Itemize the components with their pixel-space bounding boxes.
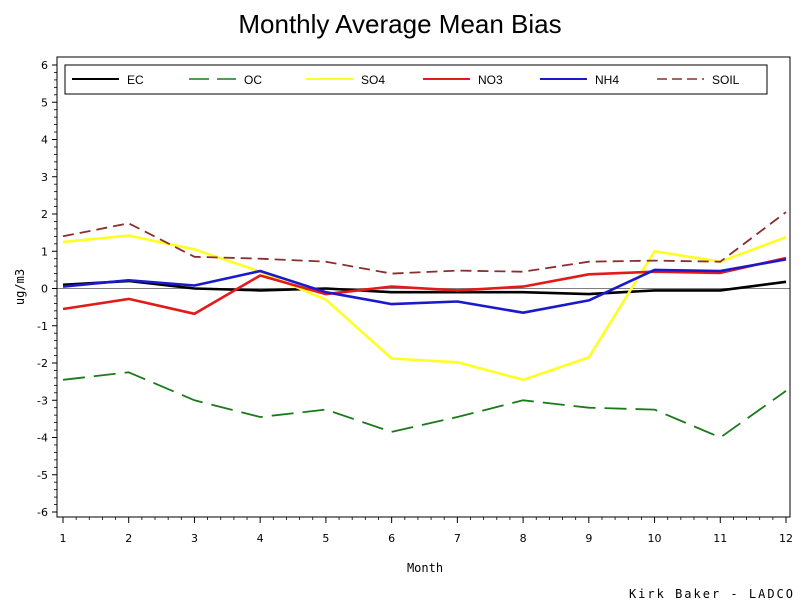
x-tick-label: 8 <box>520 532 527 545</box>
legend-label-ec: EC <box>127 73 144 87</box>
series-line-no3 <box>62 256 787 316</box>
y-tick-label: -5 <box>37 469 48 482</box>
series-line-so4 <box>62 234 787 382</box>
x-axis: 1 2 3 4 5 6 7 8 9 10 11 12 <box>60 517 793 545</box>
y-tick-label: 2 <box>41 208 48 221</box>
y-tick-label: 6 <box>41 59 48 72</box>
x-tick-label: 5 <box>322 532 329 545</box>
legend-label-oc: OC <box>244 73 262 87</box>
y-tick-label: 4 <box>41 134 48 147</box>
y-axis: -6 -5 -4 -3 -2 -1 0 1 2 3 4 5 6 <box>37 59 57 519</box>
y-tick-label: -4 <box>37 432 48 445</box>
x-tick-label: 9 <box>585 532 592 545</box>
y-tick-label: -2 <box>37 357 48 370</box>
x-tick-label: 10 <box>648 532 662 545</box>
y-tick-label: -3 <box>37 394 48 407</box>
chart-title: Monthly Average Mean Bias <box>238 9 561 39</box>
y-axis-label: ug/m3 <box>13 269 27 305</box>
legend-box <box>64 64 768 95</box>
series-line-nh4 <box>62 258 787 315</box>
series-line-oc <box>62 371 787 439</box>
y-tick-label: -6 <box>37 506 48 519</box>
y-tick-label: -1 <box>37 320 48 333</box>
x-axis-label: Month <box>407 561 443 575</box>
y-tick-label: 0 <box>41 283 48 296</box>
x-tick-label: 2 <box>125 532 132 545</box>
x-tick-label: 12 <box>779 532 793 545</box>
y-tick-label: 3 <box>41 171 48 184</box>
series-layer <box>62 211 787 439</box>
legend-label-no3: NO3 <box>478 73 503 87</box>
x-tick-label: 11 <box>713 532 727 545</box>
legend-label-soil: SOIL <box>712 73 740 87</box>
y-tick-label: 5 <box>41 96 48 109</box>
x-tick-label: 1 <box>60 532 67 545</box>
series-line-soil <box>62 211 787 275</box>
x-tick-label: 6 <box>388 532 395 545</box>
x-tick-label: 3 <box>191 532 198 545</box>
x-tick-label: 7 <box>454 532 461 545</box>
footer-credit: Kirk Baker - LADCO <box>629 587 795 600</box>
x-tick-label: 4 <box>257 532 264 545</box>
legend-label-so4: SO4 <box>361 73 385 87</box>
legend-label-nh4: NH4 <box>595 73 619 87</box>
y-tick-label: 1 <box>41 245 48 258</box>
series-line-ec <box>62 279 787 296</box>
plot-frame <box>56 56 791 518</box>
legend: EC OC SO4 NO3 NH4 SOIL <box>72 73 740 87</box>
